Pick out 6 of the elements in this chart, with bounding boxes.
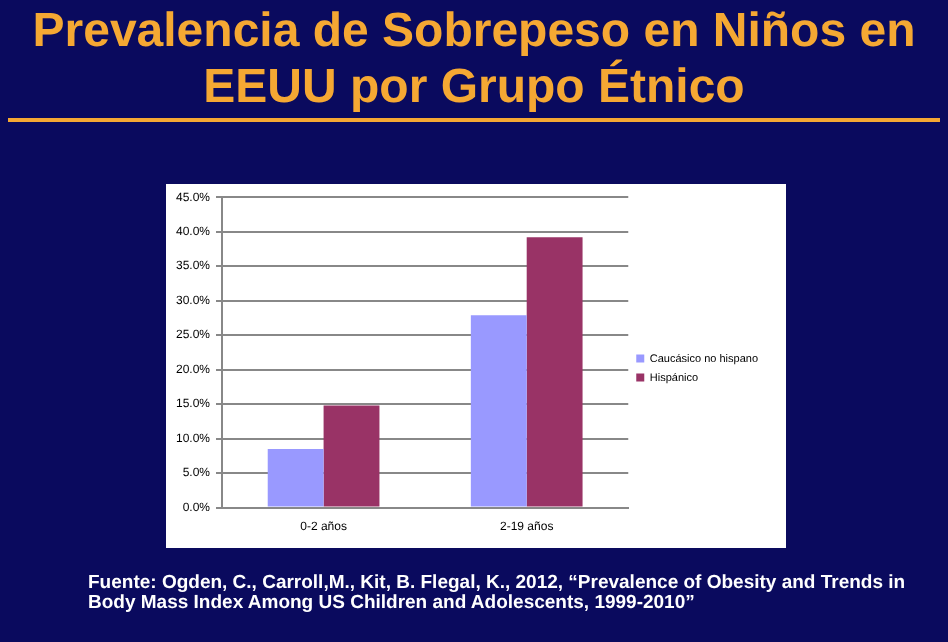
bar <box>267 448 324 507</box>
chart-title: Prevalencia de Sobrepeso en Niños en EEUU por Grupo Étnico <box>8 4 940 122</box>
source-note: Fuente: Ogden, C., Carroll,M., Kit, B. Flegal, K., 2012, “Prevalence of Obesity and Trends in Body Mass Index Among US Children and Adolescents, 1999-2010” <box>88 572 908 614</box>
bar <box>526 237 583 507</box>
bar <box>470 315 527 507</box>
bar <box>323 405 380 507</box>
